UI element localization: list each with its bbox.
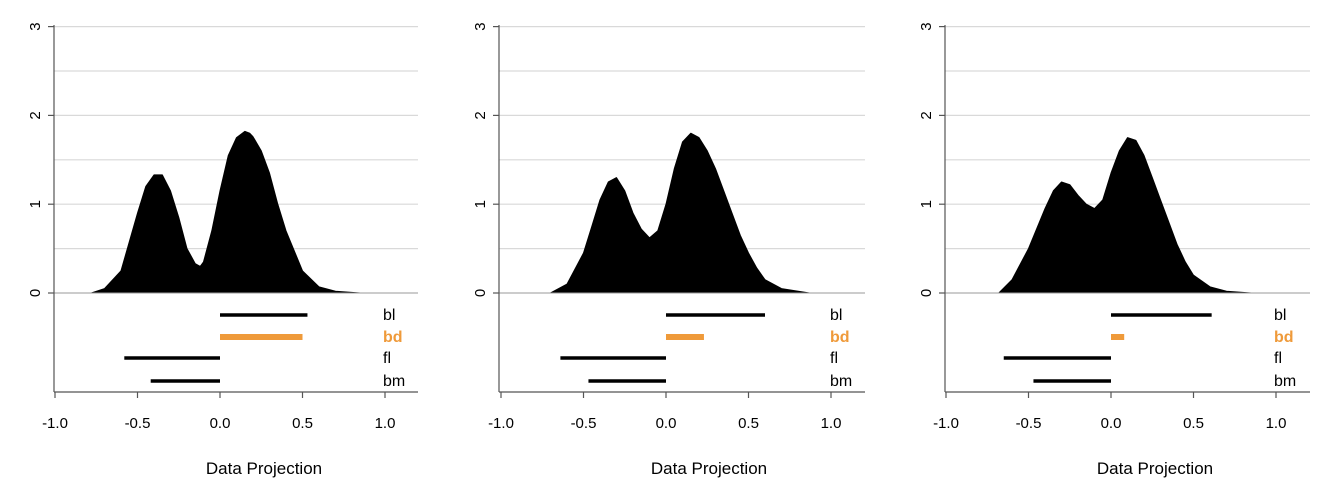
interval-label-bm: bm xyxy=(383,373,405,390)
y-tick-label: 1 xyxy=(918,200,935,208)
density-area xyxy=(90,130,361,294)
x-tick-label: 0.5 xyxy=(738,415,759,432)
interval-label-fl: fl xyxy=(1274,350,1282,367)
interval-label-bd: bd xyxy=(1274,329,1294,346)
x-axis-title: Data Projection xyxy=(206,459,322,478)
x-tick-label: -1.0 xyxy=(488,415,514,432)
x-tick-label: -0.5 xyxy=(571,415,597,432)
y-tick-label: 3 xyxy=(27,22,44,30)
y-tick-label: 1 xyxy=(27,200,44,208)
interval-label-bd: bd xyxy=(830,329,850,346)
y-tick-label: 3 xyxy=(918,22,935,30)
density-area xyxy=(998,137,1252,294)
y-tick-label: 0 xyxy=(27,289,44,297)
x-tick-label: -0.5 xyxy=(1016,415,1042,432)
interval-label-bm: bm xyxy=(1274,373,1296,390)
y-tick-label: 2 xyxy=(918,111,935,119)
y-tick-label: 0 xyxy=(472,289,489,297)
x-tick-label: 0.5 xyxy=(1183,415,1204,432)
y-tick-label: 2 xyxy=(27,111,44,119)
interval-label-bm: bm xyxy=(830,373,852,390)
interval-label-bl: bl xyxy=(830,307,842,324)
x-axis-title: Data Projection xyxy=(651,459,767,478)
x-tick-label: -1.0 xyxy=(42,415,68,432)
density-area xyxy=(550,132,811,294)
x-tick-label: 0.5 xyxy=(292,415,313,432)
chart-panel-1: 0 1 2 3 -1.0 -0.5 0.0 0.5 1.0 Data Projection bl bd… xyxy=(27,22,418,478)
x-tick-label: 0.0 xyxy=(656,415,677,432)
x-tick-label: 1.0 xyxy=(375,415,396,432)
interval-label-fl: fl xyxy=(830,350,838,367)
chart-panel-2: 0 1 2 3 -1.0 -0.5 0.0 0.5 1.0 Data Projection bl bd… xyxy=(472,22,865,478)
interval-label-fl: fl xyxy=(383,350,391,367)
interval-label-bl: bl xyxy=(1274,307,1286,324)
x-tick-label: -0.5 xyxy=(125,415,151,432)
x-axis-title: Data Projection xyxy=(1097,459,1213,478)
interval-label-bd: bd xyxy=(383,329,403,346)
x-tick-label: 1.0 xyxy=(1266,415,1287,432)
x-tick-label: 0.0 xyxy=(210,415,231,432)
chart-panel-3: 0 1 2 3 -1.0 -0.5 0.0 0.5 1.0 Data Projection bl bd… xyxy=(918,22,1310,478)
y-tick-label: 2 xyxy=(472,111,489,119)
x-tick-label: 0.0 xyxy=(1101,415,1122,432)
x-tick-label: 1.0 xyxy=(821,415,842,432)
y-tick-label: 0 xyxy=(918,289,935,297)
interval-label-bl: bl xyxy=(383,307,395,324)
y-tick-label: 1 xyxy=(472,200,489,208)
x-tick-label: -1.0 xyxy=(933,415,959,432)
y-tick-label: 3 xyxy=(472,22,489,30)
